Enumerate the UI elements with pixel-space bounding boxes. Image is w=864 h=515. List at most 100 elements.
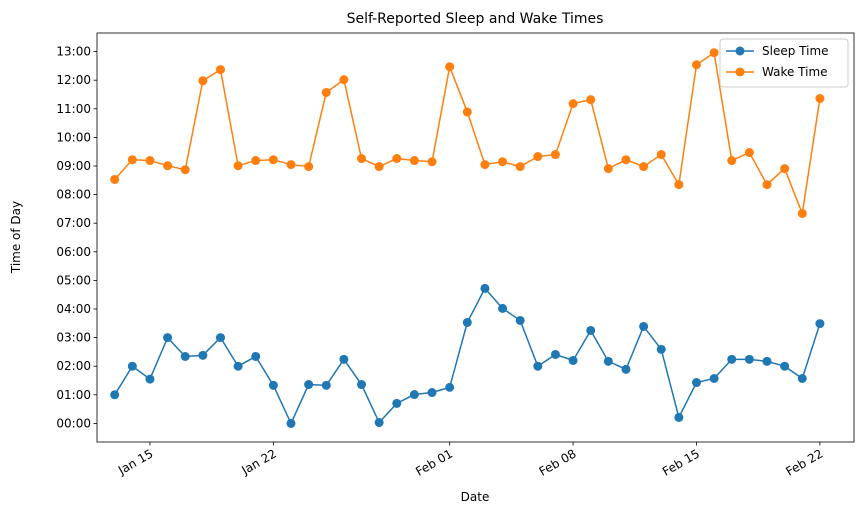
data-point — [180, 351, 190, 361]
data-point — [656, 150, 666, 160]
y-tick-label: 00:00 — [56, 416, 91, 430]
data-point — [727, 354, 737, 364]
series-line — [114, 51, 821, 217]
plot-frame — [96, 32, 855, 443]
data-point — [251, 351, 261, 361]
y-tick-label: 09:00 — [56, 159, 91, 173]
data-point — [374, 418, 384, 428]
y-tick-label: 10:00 — [56, 130, 91, 144]
data-point — [215, 333, 225, 343]
data-point — [445, 382, 455, 392]
data-point — [515, 162, 525, 172]
y-tick-label: 05:00 — [56, 273, 91, 287]
data-point — [533, 361, 543, 371]
data-point — [780, 361, 790, 371]
y-tick-label: 08:00 — [56, 188, 91, 202]
legend: Sleep Time Wake Time — [719, 38, 849, 88]
data-point — [198, 350, 208, 360]
y-tick-label: 07:00 — [56, 216, 91, 230]
data-point — [145, 374, 155, 384]
data-point — [392, 398, 402, 408]
data-point — [127, 361, 137, 371]
legend-label: Sleep Time — [762, 44, 829, 58]
data-point — [744, 148, 754, 158]
data-point — [621, 155, 631, 165]
data-point — [268, 155, 278, 165]
y-tick-label: 02:00 — [56, 359, 91, 373]
data-point — [286, 160, 296, 170]
data-point — [163, 333, 173, 343]
data-point — [110, 174, 120, 184]
data-point — [321, 380, 331, 390]
x-tick-label: Feb 15 — [660, 446, 702, 478]
y-tick-label: 04:00 — [56, 302, 91, 316]
data-point — [180, 165, 190, 175]
data-point — [621, 364, 631, 374]
y-tick-label: 01:00 — [56, 388, 91, 402]
data-point — [198, 76, 208, 86]
data-point — [797, 374, 807, 384]
data-point — [691, 60, 701, 70]
data-point — [674, 412, 684, 422]
x-tick-label: Feb 22 — [783, 446, 825, 478]
data-point — [780, 164, 790, 174]
y-tick-label: 11:00 — [56, 102, 91, 116]
data-point — [480, 160, 490, 170]
data-point — [550, 150, 560, 160]
data-point — [674, 180, 684, 190]
data-point — [321, 87, 331, 97]
data-point — [639, 162, 649, 172]
data-point — [339, 75, 349, 85]
data-point — [233, 361, 243, 371]
data-point — [286, 418, 296, 428]
data-point — [339, 354, 349, 364]
data-point — [110, 390, 120, 400]
data-point — [603, 164, 613, 174]
data-point — [709, 374, 719, 384]
data-point — [815, 319, 825, 329]
data-point — [709, 48, 719, 58]
data-point — [797, 208, 807, 218]
chart-title: Self-Reported Sleep and Wake Times — [347, 11, 604, 27]
x-tick-label: Jan 15 — [115, 446, 155, 477]
data-point — [357, 154, 367, 164]
data-point — [656, 344, 666, 354]
data-point — [251, 156, 261, 166]
data-point — [498, 303, 508, 313]
data-point — [762, 356, 772, 366]
y-tick-label: 12:00 — [56, 73, 91, 87]
y-tick-label: 03:00 — [56, 331, 91, 345]
data-point — [727, 156, 737, 166]
data-point — [268, 380, 278, 390]
data-point — [815, 93, 825, 103]
data-point — [392, 154, 402, 164]
data-point — [744, 354, 754, 364]
data-point — [762, 180, 772, 190]
data-point — [462, 107, 472, 117]
data-point — [550, 349, 560, 359]
data-point — [586, 95, 596, 105]
legend-label: Wake Time — [762, 65, 828, 79]
data-point — [304, 162, 314, 172]
data-point — [462, 317, 472, 327]
x-tick-label: Jan 22 — [238, 446, 278, 477]
data-point — [586, 325, 596, 335]
data-point — [145, 156, 155, 166]
data-point — [498, 157, 508, 167]
y-tick-label: 06:00 — [56, 245, 91, 259]
series-line — [114, 287, 821, 426]
data-point — [445, 62, 455, 72]
data-point — [427, 388, 437, 398]
data-point — [233, 161, 243, 171]
data-point — [357, 380, 367, 390]
data-point — [603, 356, 613, 366]
legend-marker — [735, 46, 745, 56]
data-point — [409, 390, 419, 400]
x-axis-label: Date — [461, 490, 490, 504]
data-point — [639, 321, 649, 331]
data-point — [304, 380, 314, 390]
data-point — [533, 152, 543, 162]
data-point — [568, 99, 578, 109]
data-point — [691, 378, 701, 388]
